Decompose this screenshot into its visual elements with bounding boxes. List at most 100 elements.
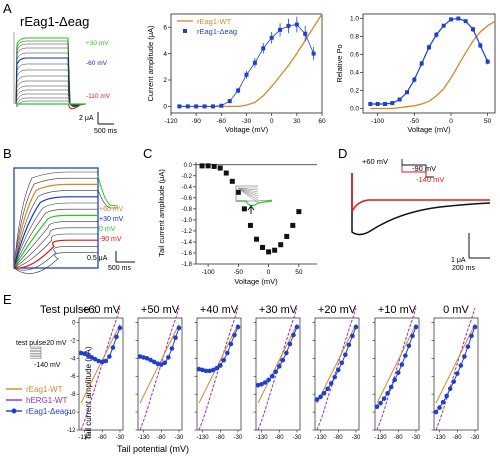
y-tick-label: 0.4: [350, 70, 359, 77]
data-point: [383, 102, 387, 106]
y-tick-label: -4: [70, 356, 76, 362]
data-point: [335, 367, 341, 373]
panel-letter-b: B: [3, 146, 12, 161]
y-tick-label: -1.0: [182, 218, 193, 224]
y-tick-label: -2: [70, 338, 76, 344]
x-tick-label: -130: [79, 435, 92, 441]
y-axis-label: Current amplitude (μA): [146, 25, 155, 102]
current-trace: [13, 196, 98, 269]
data-point: [210, 367, 216, 373]
series-herg: [80, 307, 121, 431]
data-point: [447, 386, 453, 392]
data-point: [217, 363, 223, 368]
current-trace: [13, 177, 98, 269]
data-point: [223, 170, 229, 176]
data-point: [332, 374, 338, 380]
data-point: [211, 163, 217, 169]
data-point: [465, 344, 471, 349]
series-wt: [257, 324, 298, 404]
data-point: [232, 332, 237, 338]
x-tick-label: 0: [449, 118, 453, 125]
panel-e-protocol-minus20: -20 mV: [44, 340, 67, 347]
subplot-6: 0 mV -130 -80 -30: [431, 304, 480, 441]
data-point: [451, 379, 457, 384]
data-point: [228, 341, 234, 347]
data-point: [318, 394, 323, 400]
data-point: [343, 352, 348, 358]
panel-d-label-minus90: -90 mV: [412, 164, 436, 173]
y-tick-label: -0.8: [182, 207, 193, 213]
data-point: [144, 356, 150, 361]
data-point: [266, 377, 271, 383]
x-tick-label: 30: [293, 118, 301, 125]
data-point: [151, 359, 157, 365]
y-tick-label: -10: [67, 410, 76, 416]
x-tick-label: -80: [453, 435, 462, 441]
x-axis-label: Voltage (mV): [225, 125, 269, 134]
data-point: [469, 333, 474, 339]
x-tick-label: -80: [157, 435, 166, 441]
panel-d-label-minus140: -140 mV: [416, 175, 444, 184]
data-point: [272, 247, 278, 253]
subplot-4: +20 mV -130 -80 -30: [312, 304, 361, 441]
data-point: [280, 357, 286, 363]
data-point: [266, 249, 272, 255]
current-trace: [15, 93, 86, 105]
data-point: [385, 390, 390, 396]
x-tick-label: -130: [138, 435, 151, 441]
subplot-2: +40 mV -130 -80 -30: [194, 304, 243, 441]
data-point: [158, 362, 164, 367]
data-point: [137, 354, 143, 359]
panel-b-label-0: 0 mV: [99, 226, 116, 233]
panel-a-scalebar-x-label: 500 ms: [94, 128, 117, 135]
data-point: [278, 242, 284, 248]
subplot-title: +10 mV: [378, 304, 417, 316]
legend-hERG1-wt: hERG1-WT: [26, 396, 67, 405]
data-point: [378, 400, 383, 406]
subplot-5: +10 mV -130 -80 -30: [372, 304, 421, 441]
current-trace: [13, 221, 98, 269]
data-point: [269, 35, 274, 40]
legend-rEag1-wt: rEag1-WT: [26, 385, 63, 394]
data-point: [427, 45, 431, 50]
current-trace: [13, 171, 98, 269]
data-point: [339, 360, 345, 366]
data-point: [203, 368, 209, 374]
data-point: [388, 384, 394, 390]
data-point: [219, 103, 224, 108]
data-point: [78, 350, 84, 356]
x-tick-label: -90: [191, 118, 201, 125]
data-point: [214, 365, 220, 371]
y-tick-label: 0.0: [350, 106, 359, 113]
data-point: [261, 46, 266, 51]
series-wt: [316, 324, 357, 404]
x-tick-label: -130: [375, 435, 388, 441]
x-tick-label: -30: [352, 435, 361, 441]
data-point: [403, 353, 408, 358]
data-point: [205, 163, 211, 169]
y-tick-label: 0: [163, 104, 167, 111]
data-point: [194, 104, 199, 109]
inset-trace-green: [236, 200, 273, 207]
x-tick-label: -80: [334, 435, 343, 441]
current-trace: [13, 214, 98, 269]
panel-e-protocol-minus140: -140 mV: [34, 362, 61, 369]
subplot-title: +20 mV: [318, 304, 357, 316]
data-point: [141, 355, 146, 360]
legend-rEag1-deag: rEag1-Δeag: [26, 407, 69, 416]
panel-d-scalebar-x-label: 200 ms: [452, 265, 475, 272]
current-trace: [13, 246, 98, 271]
y-tick-label: -0.6: [182, 196, 193, 202]
inset-trace: [236, 199, 273, 202]
current-trace: [15, 43, 86, 107]
data-point: [374, 404, 380, 410]
data-point: [235, 189, 241, 195]
x-tick-label: -30: [234, 435, 243, 441]
data-point: [406, 343, 412, 349]
current-trace: [13, 233, 98, 269]
data-point: [458, 363, 464, 368]
data-point: [287, 341, 293, 347]
x-tick-label: -130: [434, 435, 447, 441]
y-tick-label: -6: [70, 374, 76, 380]
data-point: [254, 236, 259, 242]
